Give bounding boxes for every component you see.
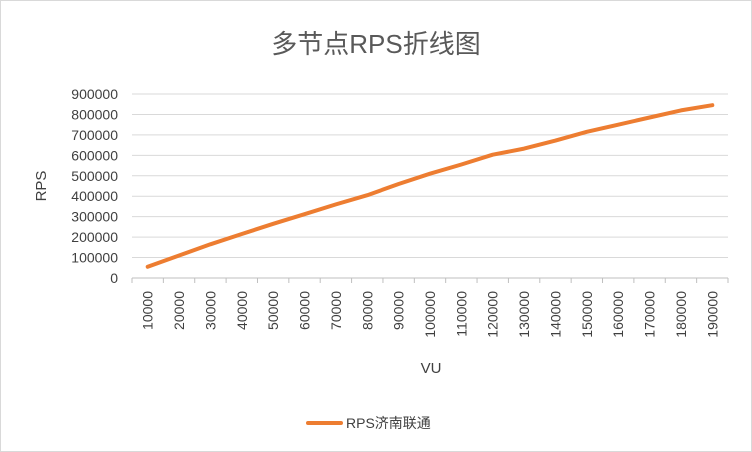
x-tick-label: 150000 bbox=[579, 291, 595, 338]
y-tick-labels: 0 100000 200000 300000 400000 500000 600000 700… bbox=[71, 86, 118, 286]
x-tick-label: 40000 bbox=[234, 291, 250, 330]
x-tick-label: 80000 bbox=[359, 291, 375, 330]
x-tick-label: 90000 bbox=[391, 291, 407, 330]
x-tick-label: 120000 bbox=[485, 291, 501, 338]
x-tick-label: 160000 bbox=[610, 291, 626, 338]
y-tick-label: 200000 bbox=[71, 229, 118, 245]
x-tick-label: 180000 bbox=[673, 291, 689, 338]
x-tick-label: 50000 bbox=[265, 291, 281, 330]
x-tick-label: 130000 bbox=[516, 291, 532, 338]
y-tick-label: 300000 bbox=[71, 209, 118, 225]
x-tick-label: 110000 bbox=[453, 291, 469, 337]
x-tick-label: 140000 bbox=[547, 291, 563, 338]
x-tick-label: 30000 bbox=[202, 291, 218, 330]
y-tick-label: 800000 bbox=[71, 106, 118, 122]
chart-title: 多节点RPS折线图 bbox=[271, 29, 480, 59]
y-tick-label: 500000 bbox=[71, 168, 118, 184]
x-tick-label: 60000 bbox=[297, 291, 313, 330]
y-tick-label: 900000 bbox=[71, 86, 118, 102]
y-tick-label: 700000 bbox=[71, 127, 118, 143]
x-tick-labels: 10000 20000 30000 40000 50000 60000 70000 80000… bbox=[140, 291, 721, 338]
legend: RPS济南联通 bbox=[306, 415, 431, 431]
y-tick-label: 0 bbox=[110, 270, 118, 286]
axes bbox=[131, 277, 729, 283]
x-tick-label: 10000 bbox=[140, 291, 156, 330]
legend-label: RPS济南联通 bbox=[346, 415, 431, 431]
x-axis-label: VU bbox=[421, 360, 442, 377]
y-axis-label: RPS bbox=[33, 171, 50, 202]
x-tick-label: 70000 bbox=[328, 291, 344, 330]
series-layer bbox=[145, 103, 715, 269]
x-tick-label: 100000 bbox=[422, 291, 438, 338]
y-tick-label: 600000 bbox=[71, 147, 118, 163]
x-tick-label: 170000 bbox=[642, 291, 658, 338]
y-tick-label: 100000 bbox=[71, 250, 118, 266]
series-line bbox=[145, 103, 715, 269]
y-tick-label: 400000 bbox=[71, 188, 118, 204]
x-tick-label: 20000 bbox=[171, 291, 187, 330]
x-tick-label: 190000 bbox=[704, 291, 720, 338]
